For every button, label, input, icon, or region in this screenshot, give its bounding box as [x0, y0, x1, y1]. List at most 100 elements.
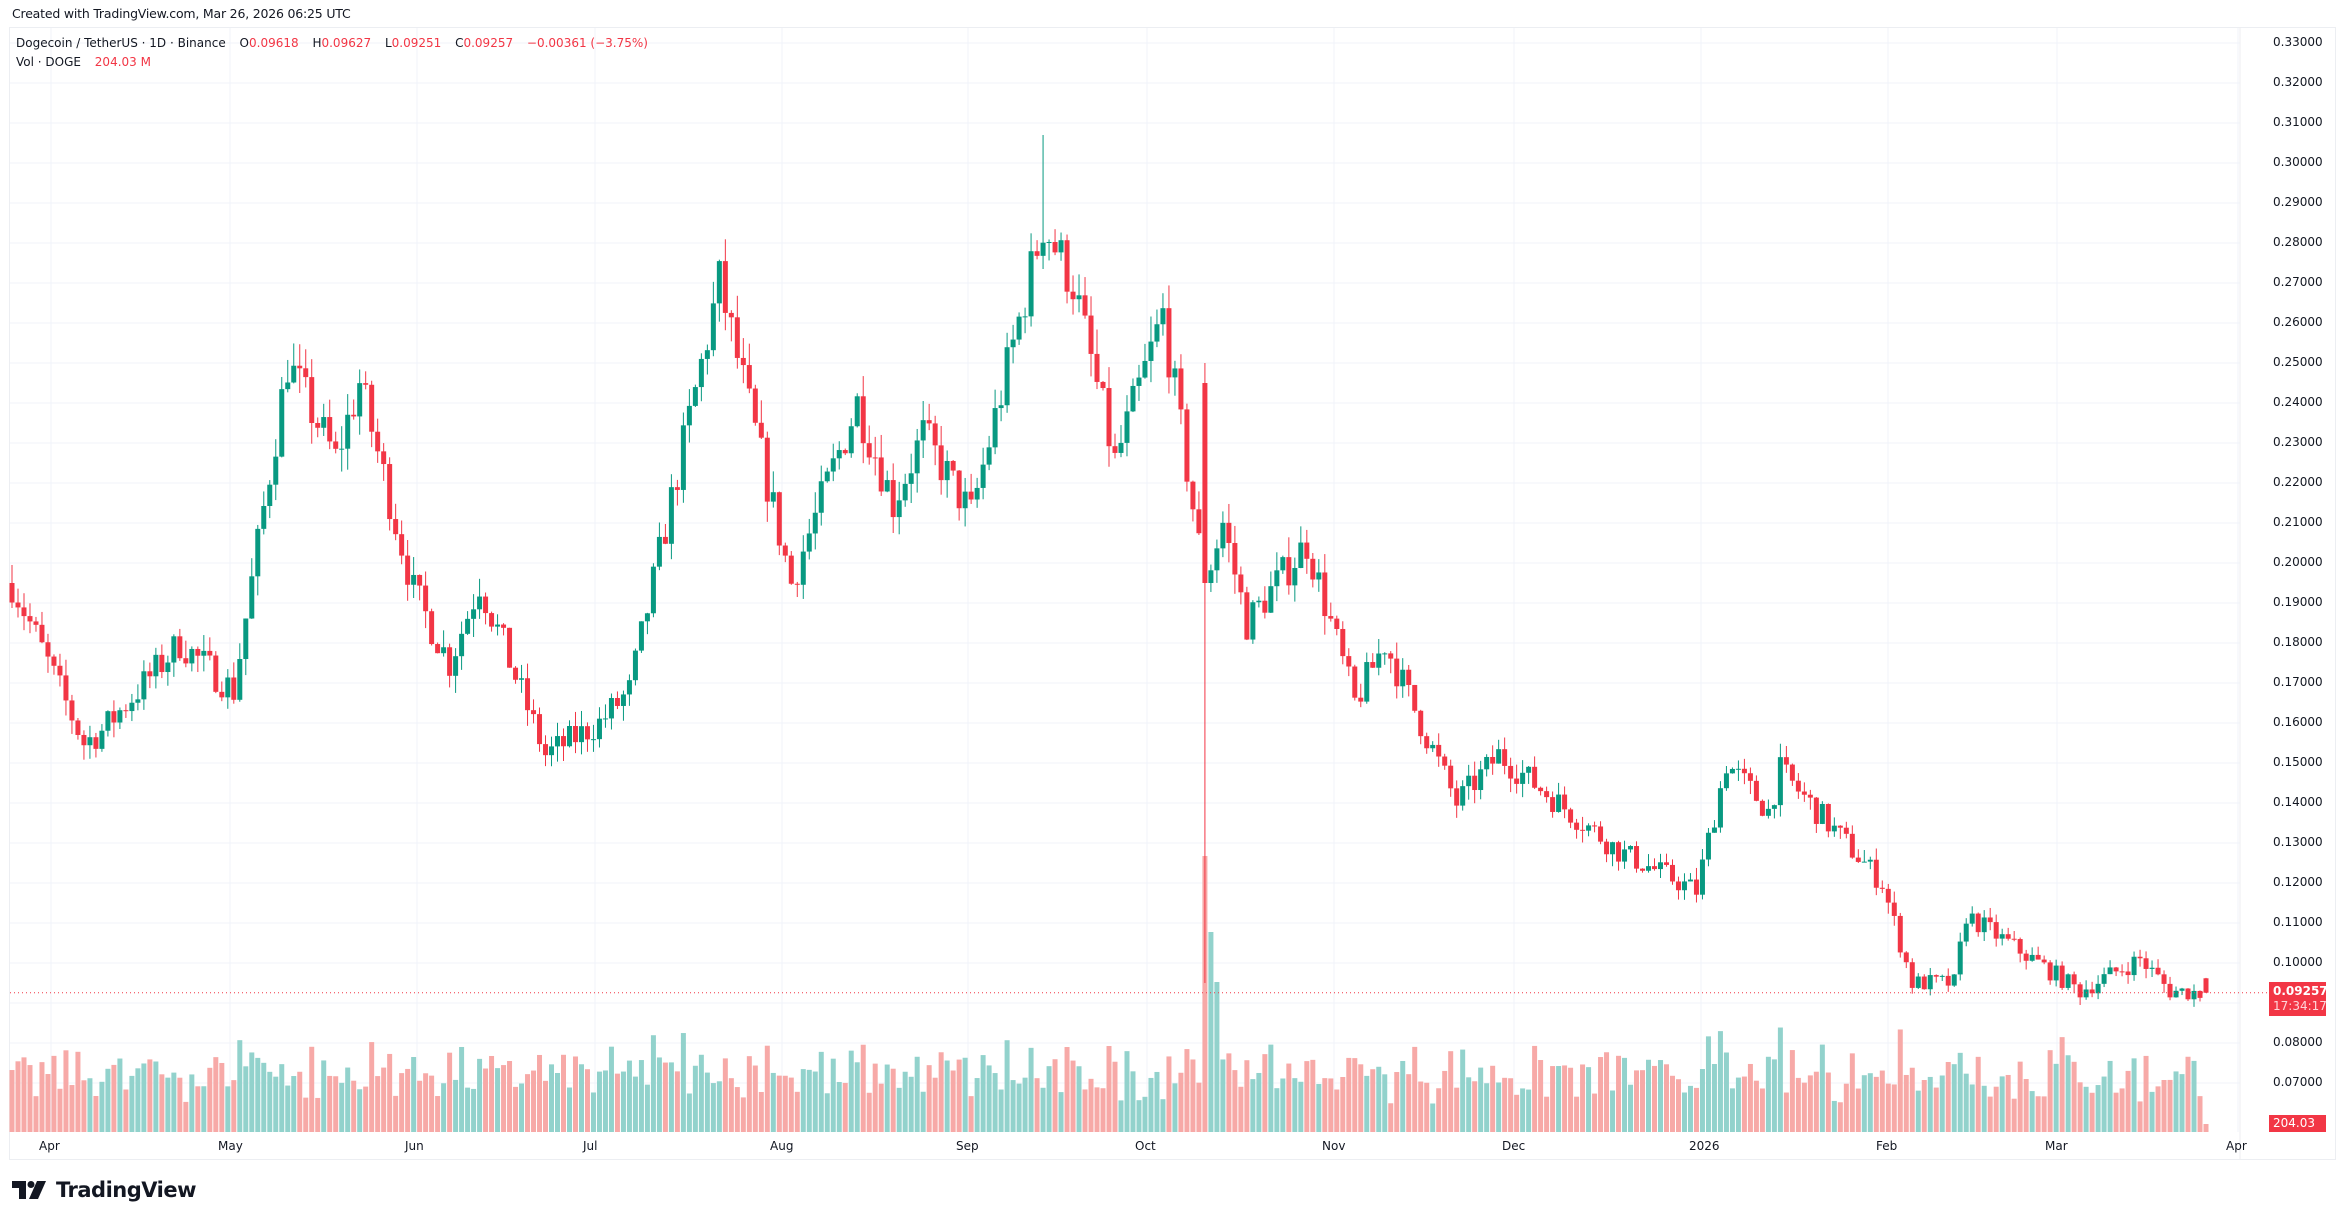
- candle-body: [1663, 862, 1669, 865]
- volume-bar: [782, 1075, 788, 1132]
- candle-body: [932, 423, 938, 446]
- candle-body: [686, 405, 692, 426]
- volume-bar: [165, 1077, 171, 1132]
- volume-bar: [1586, 1067, 1592, 1132]
- candle-body: [195, 648, 201, 656]
- candle-body: [1939, 975, 1945, 977]
- volume-bar: [1669, 1075, 1675, 1132]
- candle-body: [1987, 917, 1993, 923]
- candle-body: [513, 667, 519, 680]
- volume-label[interactable]: Vol · DOGE: [16, 55, 81, 69]
- volume-bar: [1154, 1071, 1160, 1132]
- candle-body: [1436, 744, 1442, 757]
- volume-bar: [1717, 1031, 1723, 1132]
- candle-body: [1783, 757, 1789, 765]
- candle-body: [1352, 666, 1358, 698]
- volume-bar: [489, 1055, 495, 1132]
- volume-bar: [189, 1074, 195, 1132]
- volume-bar: [1088, 1078, 1094, 1132]
- candle-body: [1460, 786, 1466, 806]
- volume-bar: [1124, 1051, 1130, 1132]
- volume-bar: [656, 1057, 662, 1132]
- volume-bar: [279, 1064, 285, 1132]
- price-axis-label: 0.20000: [2273, 555, 2323, 569]
- candle-body: [1867, 859, 1873, 862]
- candle-body: [1729, 768, 1735, 774]
- volume-bar: [411, 1057, 417, 1132]
- price-axis-label: 0.13000: [2273, 835, 2323, 849]
- candle-body: [1705, 832, 1711, 860]
- volume-row: Vol · DOGE 204.03 M: [16, 53, 648, 72]
- volume-bar: [1879, 1070, 1885, 1132]
- candle-body: [399, 534, 405, 556]
- candle-body: [1646, 866, 1652, 871]
- candle-body: [578, 726, 584, 743]
- volume-bar: [602, 1070, 608, 1132]
- candle-body: [596, 718, 602, 740]
- volume-bar: [1873, 1076, 1879, 1132]
- volume-bar: [1310, 1059, 1316, 1132]
- volume-bar: [1604, 1052, 1610, 1132]
- volume-bar: [1478, 1067, 1484, 1132]
- volume-bar: [297, 1071, 303, 1132]
- candle-body: [303, 368, 309, 378]
- volume-bar: [1148, 1077, 1154, 1132]
- volume-bar: [423, 1073, 429, 1132]
- volume-bar: [1909, 1067, 1915, 1132]
- volume-bar: [794, 1091, 800, 1132]
- low-value: 0.09251: [391, 36, 442, 50]
- candle-body: [105, 711, 111, 731]
- volume-bar: [1807, 1075, 1813, 1132]
- candle-body: [9, 583, 15, 603]
- volume-bar: [201, 1086, 207, 1132]
- volume-bar: [471, 1088, 477, 1132]
- volume-bar: [614, 1073, 620, 1132]
- volume-bar: [1759, 1088, 1765, 1132]
- candle-body: [1610, 842, 1616, 855]
- volume-bar: [1999, 1076, 2005, 1132]
- volume-bar: [1160, 1099, 1166, 1132]
- volume-bar: [1118, 1100, 1124, 1132]
- volume-bar: [1076, 1066, 1082, 1132]
- volume-bar: [363, 1086, 369, 1132]
- volume-bar: [2167, 1079, 2173, 1132]
- volume-bar: [1442, 1070, 1448, 1132]
- candle-body: [279, 389, 285, 457]
- close-label: C: [455, 36, 464, 50]
- volume-bar: [87, 1078, 93, 1132]
- volume-bar: [2197, 1096, 2203, 1132]
- volume-bar: [531, 1070, 537, 1132]
- candle-body: [39, 624, 45, 643]
- volume-bar: [608, 1046, 614, 1132]
- candle-body: [824, 471, 830, 482]
- volume-bar: [1202, 856, 1208, 1132]
- volume-bar: [495, 1068, 501, 1132]
- volume-bar: [1244, 1060, 1250, 1132]
- tradingview-logo[interactable]: TradingView: [12, 1178, 196, 1202]
- symbol-label[interactable]: Dogecoin / TetherUS · 1D · Binance: [16, 36, 226, 50]
- candle-body: [81, 734, 87, 746]
- candle-body: [836, 450, 842, 459]
- volume-bar: [1819, 1044, 1825, 1132]
- volume-bar: [1675, 1079, 1681, 1132]
- candle-body: [69, 700, 75, 721]
- candle-body: [249, 576, 255, 619]
- volume-bar: [2185, 1056, 2191, 1132]
- candle-body: [986, 447, 992, 465]
- volume-bar: [1028, 1047, 1034, 1132]
- candle-body: [584, 726, 590, 740]
- candle-body: [1208, 570, 1214, 583]
- volume-bar: [1046, 1066, 1052, 1132]
- candle-body: [477, 596, 483, 610]
- volume-bar: [1070, 1060, 1076, 1132]
- volume-bar: [1574, 1096, 1580, 1132]
- volume-bar: [1951, 1064, 1957, 1132]
- volume-bar: [1016, 1083, 1022, 1132]
- candle-body: [776, 492, 782, 546]
- chart-legend: Dogecoin / TetherUS · 1D · Binance O0.09…: [16, 34, 648, 72]
- volume-bar: [417, 1080, 423, 1132]
- volume-bar: [1382, 1074, 1388, 1132]
- volume-bar: [2203, 1124, 2209, 1132]
- candle-body: [1951, 974, 1957, 986]
